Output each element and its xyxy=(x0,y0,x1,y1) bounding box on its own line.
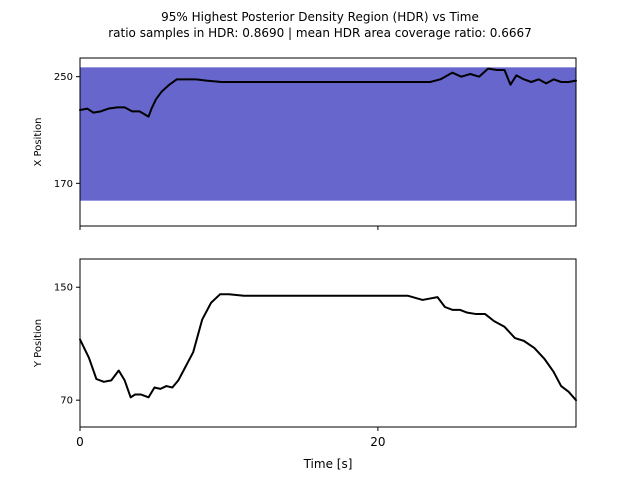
y-position-series xyxy=(79,293,577,402)
xtick-label-1: 20 xyxy=(370,435,385,449)
ytick-label-0: 170 xyxy=(54,179,73,190)
figure-title-line1: 95% Highest Posterior Density Region (HD… xyxy=(161,10,479,24)
x-subplot-ylabel: X Position xyxy=(33,118,44,167)
x-subplot-ticks: 170 250 xyxy=(54,72,379,230)
x-axis-label: Time [s] xyxy=(303,457,353,471)
x-position-line-0 xyxy=(79,67,577,118)
ytick-label-0: 70 xyxy=(60,396,73,407)
x-position-subplot: 170 250 X Position xyxy=(33,57,577,230)
y-subplot-frame xyxy=(79,258,577,428)
hdr-band xyxy=(80,67,576,201)
y-position-line-0 xyxy=(79,293,577,402)
x-subplot-frame xyxy=(79,57,577,227)
y-subplot-ticks: 0 20 70 150 xyxy=(54,283,386,449)
y-position-subplot: 0 20 70 150 Y Position Time [s] xyxy=(33,258,577,471)
x-position-series xyxy=(79,67,577,118)
xtick-label-0: 0 xyxy=(76,435,84,449)
ytick-label-1: 150 xyxy=(54,283,73,294)
ytick-label-1: 250 xyxy=(54,72,73,83)
y-subplot-ylabel: Y Position xyxy=(33,319,44,368)
figure-title-line2: ratio samples in HDR: 0.8690 | mean HDR … xyxy=(108,26,532,40)
